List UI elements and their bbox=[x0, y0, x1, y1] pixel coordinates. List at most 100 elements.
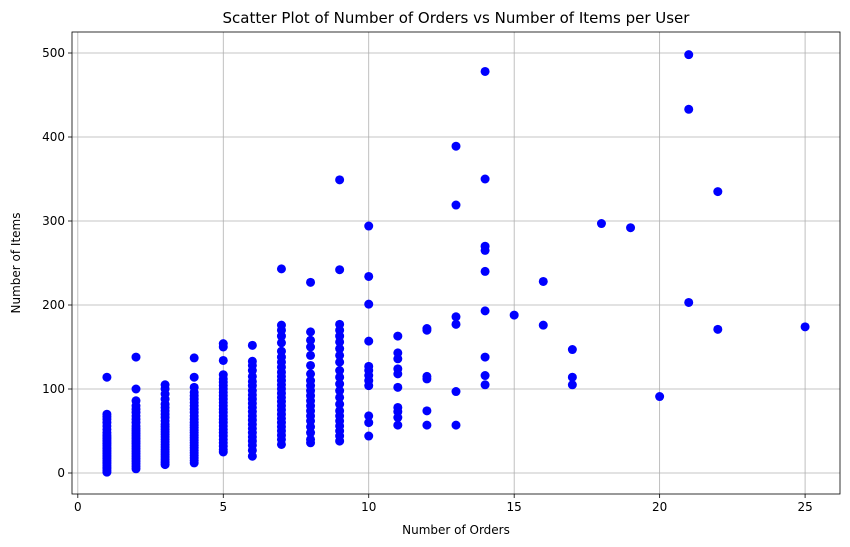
data-point bbox=[276, 346, 286, 356]
y-tick-label: 300 bbox=[42, 214, 65, 228]
y-tick-label: 100 bbox=[42, 382, 65, 396]
data-point bbox=[102, 372, 112, 382]
data-point bbox=[364, 411, 374, 421]
x-tick-label: 5 bbox=[219, 500, 227, 514]
data-point bbox=[247, 340, 257, 350]
y-tick-label: 400 bbox=[42, 130, 65, 144]
data-point bbox=[306, 277, 316, 287]
data-point bbox=[713, 187, 723, 197]
data-point bbox=[422, 420, 432, 430]
data-point bbox=[364, 336, 374, 346]
axis-ticks: 0 5 10 15 20 25 0 100 200 300 400 500 bbox=[42, 46, 813, 514]
data-point bbox=[160, 380, 170, 390]
data-point bbox=[393, 364, 403, 374]
data-point bbox=[364, 221, 374, 231]
data-point bbox=[306, 376, 316, 386]
data-point bbox=[218, 355, 228, 365]
data-point bbox=[276, 320, 286, 330]
y-tick-label: 200 bbox=[42, 298, 65, 312]
data-point bbox=[480, 66, 490, 76]
data-point bbox=[713, 324, 723, 334]
data-point bbox=[393, 420, 403, 430]
data-point bbox=[480, 380, 490, 390]
chart-title: Scatter Plot of Number of Orders vs Numb… bbox=[223, 9, 691, 27]
data-point bbox=[306, 369, 316, 379]
data-point bbox=[655, 392, 665, 402]
data-point bbox=[335, 175, 345, 185]
data-point bbox=[451, 420, 461, 430]
data-point bbox=[335, 319, 345, 329]
data-points bbox=[102, 50, 810, 477]
data-point bbox=[364, 299, 374, 309]
x-tick-label: 10 bbox=[361, 500, 376, 514]
y-tick-label: 500 bbox=[42, 46, 65, 60]
data-point bbox=[306, 434, 316, 444]
data-point bbox=[276, 264, 286, 274]
data-point bbox=[567, 345, 577, 355]
data-point bbox=[335, 350, 345, 360]
data-point bbox=[335, 386, 345, 396]
data-point bbox=[364, 418, 374, 428]
data-point bbox=[509, 310, 519, 320]
data-point bbox=[393, 382, 403, 392]
y-axis-label: Number of Items bbox=[9, 213, 23, 314]
x-tick-label: 15 bbox=[507, 500, 522, 514]
data-point bbox=[247, 356, 257, 366]
y-tick-label: 0 bbox=[57, 466, 65, 480]
data-point bbox=[189, 382, 199, 392]
data-point bbox=[451, 387, 461, 397]
data-point bbox=[393, 348, 403, 358]
data-point bbox=[480, 371, 490, 381]
data-point bbox=[364, 361, 374, 371]
data-point bbox=[335, 406, 345, 416]
data-point bbox=[189, 353, 199, 363]
data-point bbox=[131, 384, 141, 394]
plot-frame bbox=[71, 31, 841, 495]
data-point bbox=[451, 141, 461, 151]
data-point bbox=[567, 380, 577, 390]
data-point bbox=[364, 431, 374, 441]
data-point bbox=[480, 266, 490, 276]
data-point bbox=[306, 360, 316, 370]
data-point bbox=[422, 324, 432, 334]
data-point bbox=[684, 50, 694, 60]
x-tick-label: 20 bbox=[652, 500, 667, 514]
data-point bbox=[393, 402, 403, 412]
data-point bbox=[538, 320, 548, 330]
data-point bbox=[335, 372, 345, 382]
data-point bbox=[422, 406, 432, 416]
data-point bbox=[102, 409, 112, 419]
data-point bbox=[480, 352, 490, 362]
data-point bbox=[131, 352, 141, 362]
data-point bbox=[218, 370, 228, 380]
data-point bbox=[131, 396, 141, 406]
grid-lines bbox=[72, 32, 840, 494]
data-point bbox=[451, 200, 461, 210]
data-point bbox=[218, 339, 228, 349]
data-point bbox=[335, 265, 345, 275]
data-point bbox=[567, 372, 577, 382]
x-tick-label: 0 bbox=[74, 500, 82, 514]
data-point bbox=[306, 342, 316, 352]
data-point bbox=[306, 335, 316, 345]
data-point bbox=[393, 331, 403, 341]
data-point bbox=[596, 219, 606, 229]
data-point bbox=[684, 104, 694, 114]
data-point bbox=[335, 357, 345, 367]
data-point bbox=[335, 366, 345, 376]
data-point bbox=[189, 372, 199, 382]
data-point bbox=[335, 392, 345, 402]
data-point bbox=[451, 319, 461, 329]
data-point bbox=[480, 241, 490, 251]
data-point bbox=[364, 271, 374, 281]
data-point bbox=[480, 306, 490, 316]
data-point bbox=[684, 297, 694, 307]
data-point bbox=[538, 276, 548, 286]
data-point bbox=[276, 338, 286, 348]
data-point bbox=[800, 322, 810, 332]
data-point bbox=[335, 399, 345, 409]
data-point bbox=[422, 371, 432, 381]
data-point bbox=[451, 312, 461, 322]
x-tick-label: 25 bbox=[797, 500, 812, 514]
